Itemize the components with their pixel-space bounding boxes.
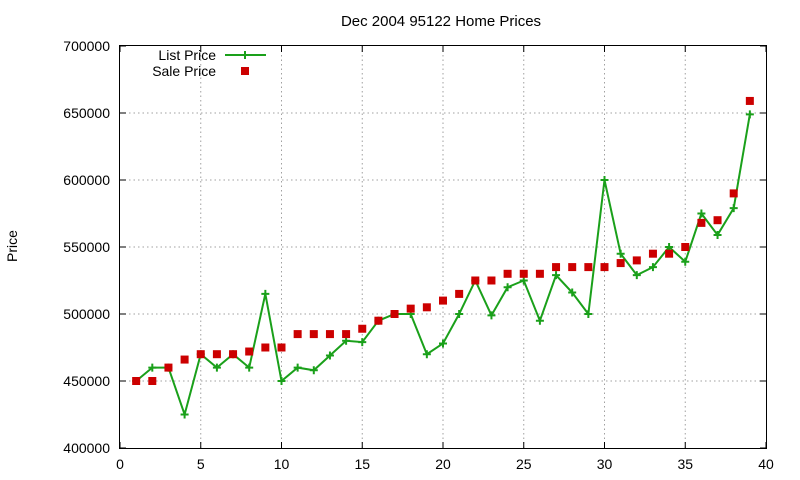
list-price-point — [245, 363, 254, 372]
list-price-point — [535, 316, 544, 325]
y-tick-label: 550000 — [63, 239, 110, 255]
sale-price-point — [535, 269, 544, 278]
x-tick-label: 15 — [354, 456, 370, 472]
sale-price-point — [325, 330, 334, 339]
list-price-point — [358, 338, 367, 347]
list-price-point — [439, 339, 447, 348]
list-price-point — [681, 257, 690, 266]
y-axis-label: Price — [4, 230, 20, 262]
sale-price-point — [374, 316, 383, 325]
y-tick-label: 650000 — [63, 105, 110, 121]
sale-price-point — [229, 350, 238, 359]
x-tick-label: 25 — [516, 456, 532, 472]
plot-frame — [119, 45, 767, 449]
legend-marker-sale-price — [241, 67, 249, 75]
list-price-point — [309, 366, 318, 375]
x-tick-label: 30 — [597, 456, 613, 472]
x-tick-label: 5 — [197, 456, 205, 472]
sale-price-point — [261, 343, 270, 352]
list-price-point — [519, 276, 528, 285]
list-price-point — [455, 310, 464, 318]
sale-price-point — [665, 249, 674, 258]
sale-price-point — [471, 276, 480, 285]
list-price-point — [600, 176, 609, 184]
sale-price-point — [358, 324, 367, 333]
sale-price-point — [745, 96, 754, 105]
list-price-point — [648, 263, 657, 272]
sale-price-point — [309, 330, 318, 339]
sale-price-point — [519, 269, 528, 278]
sale-price-point — [390, 310, 399, 318]
sale-price-point — [584, 263, 593, 272]
list-price-point — [568, 288, 577, 297]
series-layer — [132, 96, 754, 419]
sale-price-point — [422, 303, 431, 312]
list-price-point — [261, 289, 270, 298]
y-tick-label: 400000 — [63, 440, 110, 456]
sale-price-point — [503, 269, 512, 278]
axis-ticks: 0 5 10 15 20 25 30 35 40 400000 450000 500000 550000… — [63, 38, 774, 472]
list-price-point — [148, 363, 157, 372]
list-price-point — [487, 311, 496, 320]
list-price-point — [632, 271, 641, 280]
sale-price-point — [729, 189, 738, 198]
list-price-point — [697, 209, 706, 218]
x-tick-label: 10 — [274, 456, 290, 472]
list-price-point — [729, 204, 738, 213]
list-price-point — [584, 310, 593, 318]
series-list-price — [132, 110, 754, 419]
chart-title: Dec 2004 95122 Home Prices — [341, 13, 541, 30]
sale-price-point — [697, 218, 706, 227]
list-price-point — [713, 230, 722, 239]
list-price-point — [212, 363, 221, 372]
list-price-point — [422, 350, 431, 359]
legend-label-sale-price: Sale Price — [152, 63, 216, 79]
legend-label-list-price: List Price — [158, 47, 216, 63]
sale-price-point — [196, 350, 205, 359]
x-tick-label: 35 — [677, 456, 693, 472]
sale-price-point — [212, 350, 221, 359]
list-price-point — [293, 363, 302, 372]
sale-price-point — [439, 296, 447, 305]
list-price-point — [342, 336, 351, 345]
x-tick-label: 20 — [435, 456, 451, 472]
list-price-point — [277, 377, 286, 385]
sale-price-point — [552, 263, 561, 272]
sale-price-point — [455, 289, 464, 298]
y-tick-label: 450000 — [63, 373, 110, 389]
sale-price-point — [132, 377, 141, 385]
sale-price-point — [148, 377, 157, 385]
sale-price-point — [648, 249, 657, 258]
sale-price-point — [568, 263, 577, 272]
sale-price-point — [632, 256, 641, 265]
sale-price-point — [487, 276, 496, 285]
sale-price-point — [616, 259, 625, 268]
list-price-point — [180, 410, 189, 419]
sale-price-point — [245, 347, 254, 356]
sale-price-point — [293, 330, 302, 339]
sale-price-point — [713, 216, 722, 225]
sale-price-point — [180, 355, 189, 364]
list-price-point — [745, 110, 754, 119]
sale-price-point — [277, 343, 286, 352]
sale-price-point — [342, 330, 351, 339]
sale-price-point — [600, 263, 609, 272]
sale-price-point — [406, 304, 415, 313]
y-tick-label: 500000 — [63, 306, 110, 322]
sale-price-point — [681, 243, 690, 251]
legend-marker-list-price — [241, 51, 249, 59]
list-price-point — [616, 249, 625, 258]
x-tick-label: 40 — [758, 456, 774, 472]
x-tick-label: 0 — [116, 456, 124, 472]
series-sale-price — [132, 96, 754, 385]
y-tick-label: 700000 — [63, 38, 110, 54]
list-price-point — [552, 271, 561, 280]
list-price-point — [665, 243, 674, 251]
list-price-point — [503, 283, 512, 292]
y-tick-label: 600000 — [63, 172, 110, 188]
list-price-point — [325, 351, 334, 360]
sale-price-point — [164, 363, 173, 372]
